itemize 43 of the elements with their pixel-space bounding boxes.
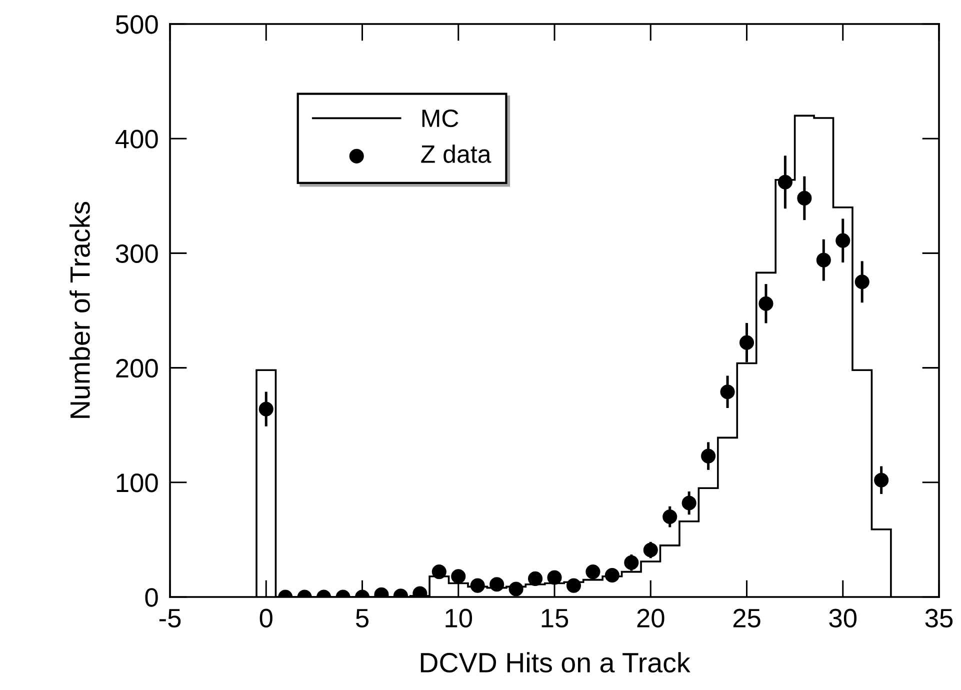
point — [778, 174, 792, 190]
x-tick-label: 15 — [542, 609, 568, 628]
y-tick-label: 400 — [115, 130, 158, 148]
point — [682, 496, 696, 510]
point — [720, 384, 735, 400]
point — [432, 564, 446, 580]
point — [643, 542, 658, 558]
x-axis-title: DCVD Hits on a Track — [420, 652, 690, 673]
x-tick-label: 5 — [356, 609, 368, 628]
y-tick-label: 500 — [116, 15, 158, 34]
point — [470, 578, 485, 593]
legend-label: Z data — [421, 144, 492, 163]
x-tick-label: -5 — [159, 609, 181, 628]
x-tick-label: 0 — [260, 608, 272, 628]
point — [258, 402, 274, 416]
point — [874, 472, 889, 488]
y-tick-label: 100 — [116, 474, 158, 492]
point — [662, 509, 678, 524]
point — [490, 577, 504, 592]
point — [624, 555, 639, 570]
x-tick-label: 25 — [733, 608, 760, 628]
x-tick-label: 20 — [637, 608, 664, 628]
point — [566, 578, 582, 593]
y-axis-title: Number of Tracks — [70, 202, 90, 418]
point — [586, 564, 600, 580]
x-tick-label: 30 — [829, 608, 857, 628]
y-tick-label: 200 — [116, 358, 158, 378]
y-tick-label: 300 — [116, 244, 158, 264]
x-tick-label: 35 — [925, 608, 953, 628]
point — [816, 252, 831, 268]
point — [836, 233, 850, 248]
point — [508, 582, 524, 596]
point — [854, 274, 870, 290]
point — [547, 570, 562, 585]
legend-label: MC — [422, 109, 458, 128]
point — [739, 335, 754, 350]
point — [797, 190, 812, 206]
point — [604, 568, 620, 583]
point — [758, 296, 774, 311]
point — [701, 448, 716, 464]
point — [528, 571, 543, 586]
x-tick-label: 10 — [446, 608, 472, 628]
y-tick-label: 0 — [145, 588, 158, 607]
